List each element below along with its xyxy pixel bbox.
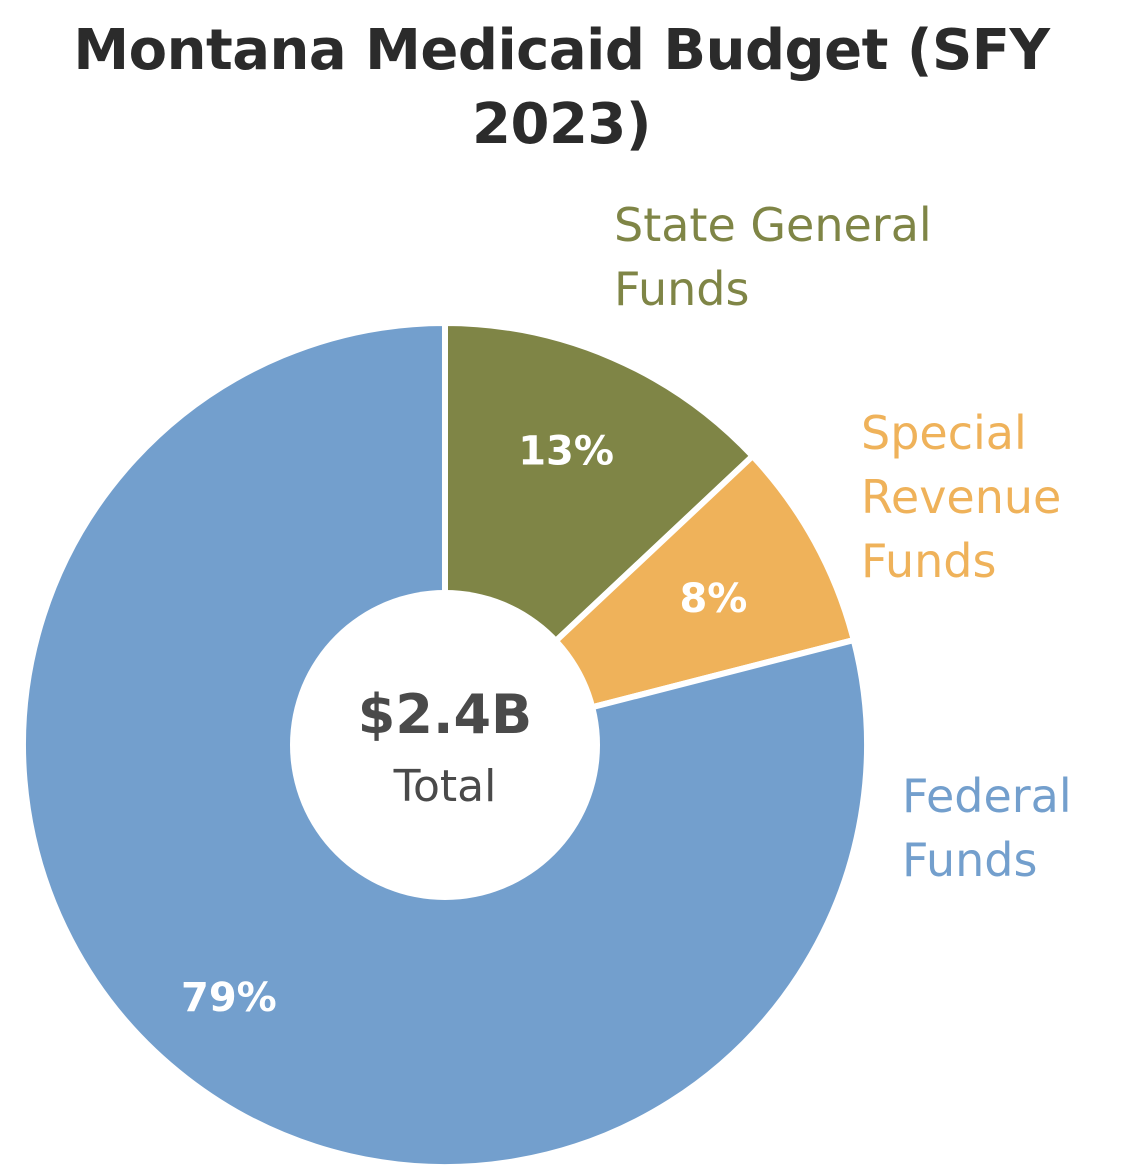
- legend-label-special-line-2: Revenue: [861, 470, 1062, 524]
- legend-label-federal-line-2: Funds: [902, 833, 1038, 887]
- chart-title: Montana Medicaid Budget (SFY 2023): [0, 14, 1123, 162]
- chart-title-line-2: 2023): [472, 92, 651, 157]
- slice-percent-label-1: 8%: [679, 576, 747, 622]
- legend-label-special-line-3: Funds: [861, 534, 997, 588]
- slice-percent-label-0: 13%: [518, 428, 614, 474]
- slice-labels: 13% 8% 79%: [181, 428, 747, 1021]
- chart-title-line-1: Montana Medicaid Budget (SFY: [73, 18, 1050, 83]
- legend-label-state-line-2: Funds: [614, 262, 750, 316]
- legend-label-state-general-funds: State General Funds: [614, 193, 932, 321]
- slice-percent-label-2: 79%: [181, 975, 277, 1021]
- legend-label-special-line-1: Special: [861, 406, 1027, 460]
- donut-hole: [290, 590, 600, 900]
- legend-label-federal-funds: Federal Funds: [902, 764, 1072, 892]
- legend-label-state-line-1: State General: [614, 198, 932, 252]
- legend-label-federal-line-1: Federal: [902, 769, 1072, 823]
- center-total-value: $2.4B: [358, 683, 532, 746]
- legend-label-special-revenue-funds: Special Revenue Funds: [861, 401, 1061, 593]
- center-total-label: Total: [393, 761, 497, 812]
